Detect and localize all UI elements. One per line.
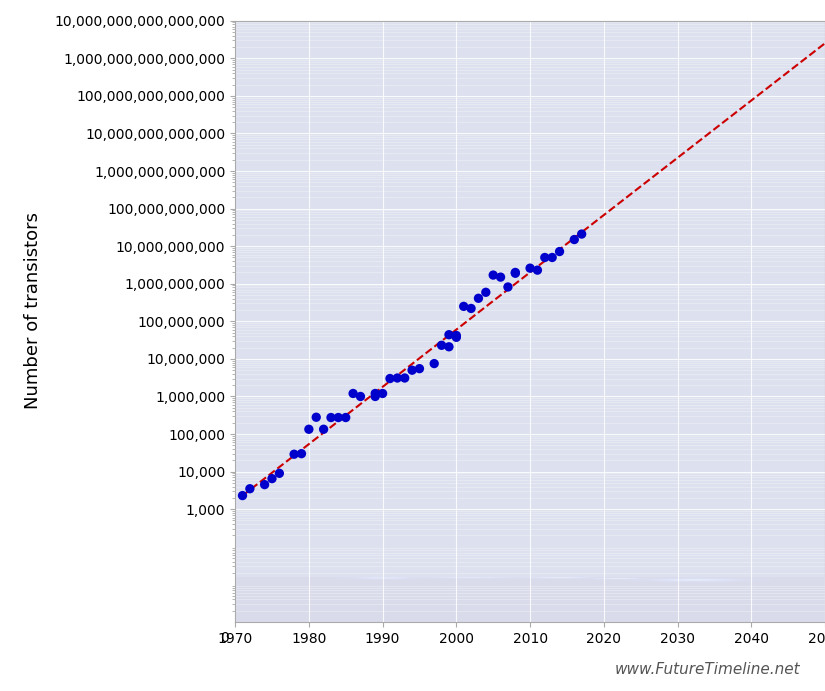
Point: [538, 252, 551, 263]
Point: [442, 329, 455, 340]
Point: [435, 340, 448, 351]
Point: [406, 365, 419, 376]
Point: [494, 272, 507, 283]
Point: [450, 332, 463, 343]
Point: [309, 412, 323, 423]
Point: [524, 263, 537, 274]
Point: [464, 303, 478, 314]
Text: 0: 0: [220, 631, 229, 645]
Point: [369, 388, 382, 399]
Point: [509, 267, 522, 278]
Point: [339, 412, 352, 423]
Point: [324, 412, 337, 423]
Point: [575, 229, 588, 240]
Point: [509, 267, 522, 278]
Point: [457, 301, 470, 312]
Point: [391, 372, 404, 384]
Point: [553, 246, 566, 257]
Point: [346, 388, 360, 399]
Point: [266, 473, 279, 484]
Point: [545, 252, 559, 263]
Point: [568, 234, 581, 245]
Point: [354, 391, 367, 402]
Point: [442, 341, 455, 352]
Point: [472, 293, 485, 304]
Point: [302, 424, 315, 435]
Point: [412, 363, 426, 374]
Point: [502, 281, 515, 292]
Text: www.FutureTimeline.net: www.FutureTimeline.net: [615, 662, 800, 676]
Point: [479, 287, 493, 298]
Text: Number of transistors: Number of transistors: [24, 212, 42, 410]
Point: [243, 483, 257, 494]
Point: [295, 448, 308, 460]
Point: [487, 269, 500, 281]
Point: [258, 479, 271, 490]
Point: [236, 490, 249, 501]
Point: [317, 424, 330, 435]
Point: [530, 265, 544, 276]
Point: [369, 391, 382, 402]
Point: [427, 358, 441, 369]
Point: [273, 468, 286, 479]
Point: [450, 330, 463, 341]
Point: [376, 388, 389, 399]
Point: [384, 373, 397, 384]
Point: [288, 448, 301, 460]
Point: [398, 372, 412, 384]
Point: [332, 412, 345, 423]
